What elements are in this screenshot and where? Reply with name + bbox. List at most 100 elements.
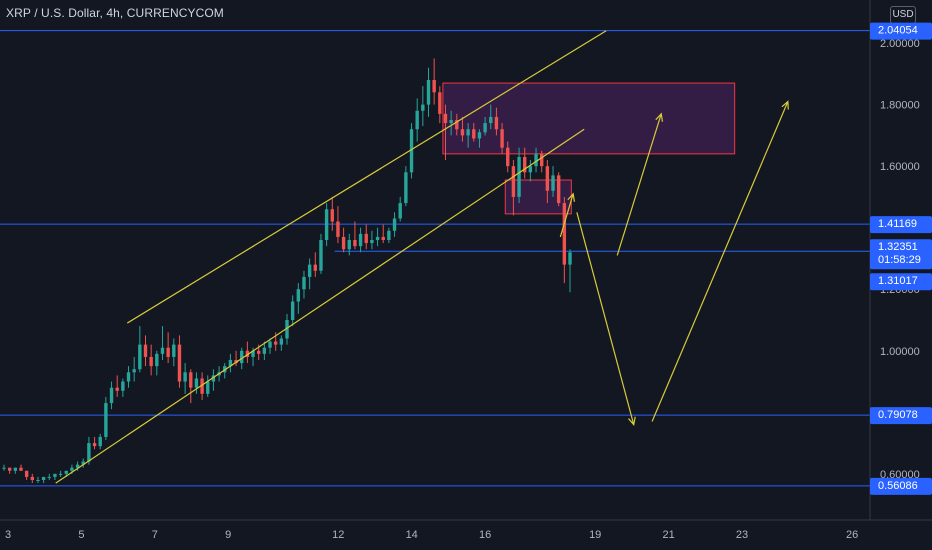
candle-body [506,147,510,167]
candle-body [477,132,482,139]
candle-body [302,276,306,290]
x-tick-label: 26 [846,529,858,541]
candle-body [307,264,312,277]
x-tick-label: 16 [479,529,491,541]
candle-body [466,129,470,136]
candle-body [240,350,244,364]
candle-body [132,369,136,373]
candle-body [13,467,18,471]
candle-body [540,153,544,167]
candle-body [528,166,533,173]
candle-body [494,116,499,130]
candle-body [545,166,550,191]
forecast-arrow[interactable] [576,212,635,425]
arrow-head [628,416,636,426]
candle-body [245,350,250,357]
candle-body [36,480,40,481]
candle-body [166,347,170,357]
candle-body [347,240,351,250]
candle-body [409,129,414,173]
candle-body [534,153,538,167]
candle-body [155,353,159,367]
x-tick-label: 5 [78,529,84,541]
price-level-label-text: 0.56086 [878,480,918,492]
candle-body [24,470,29,477]
candle-body [177,344,182,382]
candle-body [115,387,119,391]
candle-body [500,129,504,148]
candle-body [290,301,295,320]
x-tick-label: 12 [332,529,344,541]
candle-body [47,476,51,478]
candle-body [556,175,561,204]
candle-body [455,120,459,130]
x-tick-label: 9 [225,529,231,541]
candle-body [70,467,74,471]
candle-body [415,110,419,130]
candle-body [251,350,255,357]
candle-body [200,378,204,394]
supply-zone[interactable] [504,179,572,215]
candle-body [421,104,425,111]
candle-body [183,372,187,382]
candle-body [98,436,102,447]
candle-body [432,80,436,93]
forecast-arrow[interactable] [651,101,789,422]
candle-body [228,360,233,367]
candle-body [489,116,493,124]
price-level-label [870,477,932,495]
candle-body [511,166,516,197]
candle-body [53,473,57,477]
candle-body [398,203,402,219]
candle-body [30,476,34,480]
candle-body [262,347,267,354]
candle-body [109,387,114,404]
candle-body [483,123,487,133]
forecast-arrow[interactable] [559,193,574,238]
candle-body [7,467,12,471]
x-tick-label: 23 [736,529,748,541]
y-tick-label: 1.60000 [880,161,920,173]
candle-body [562,203,567,265]
candle-body [126,372,131,382]
candle-body [268,341,272,348]
candle-body [358,233,363,247]
candle-body [273,341,278,345]
y-tick-label: 2.00000 [880,38,920,50]
candle-body [189,372,193,388]
channel-line[interactable] [55,128,585,484]
x-tick-label: 14 [406,529,418,541]
forecast-arrow[interactable] [616,113,662,256]
candle-body [517,156,521,197]
channel-line[interactable] [126,30,607,324]
candle-body [41,476,46,480]
y-tick-label: 0.60000 [880,469,920,481]
candle-body [58,473,63,475]
candle-body [387,230,391,240]
current-price-label-text: 01:58:29 [878,254,921,266]
candle-body [313,264,317,271]
candle-body [404,172,408,204]
supply-zone[interactable] [442,82,736,155]
y-tick-label: 1.00000 [880,346,920,358]
candle-body [211,375,216,382]
candle-body [75,464,80,468]
candle-body [121,381,125,391]
candle-body [449,120,453,124]
candle-body [523,156,527,173]
candle-body [353,240,357,247]
chart-title: XRP / U.S. Dollar, 4h, CURRENCYCOM [6,6,224,20]
price-level-label [870,407,932,425]
candle-body [92,443,97,447]
candle-body [364,233,368,244]
candle-body [64,470,68,474]
candle-body [19,467,23,471]
price-level-label [870,22,932,40]
candle-body [375,236,380,240]
candle-body [104,403,108,437]
candle-body [149,356,153,367]
candle-body [336,221,340,237]
candle-body [568,252,572,265]
candle-body [370,240,374,244]
